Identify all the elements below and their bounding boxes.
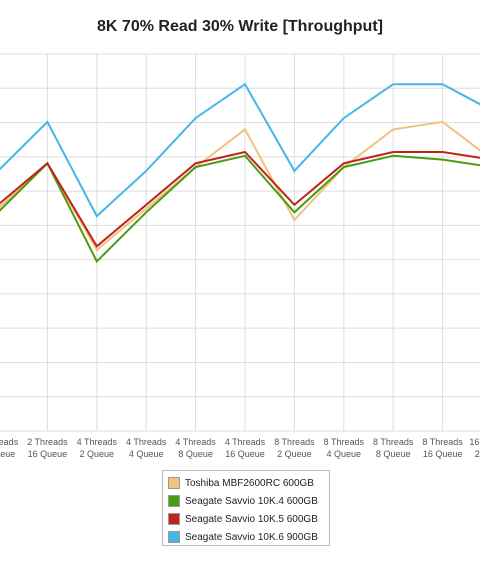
chart-title: 8K 70% Read 30% Write [Throughput] (97, 18, 383, 35)
x-tick-label: 4 Threads (126, 437, 167, 447)
legend-item: Toshiba MBF2600RC 600GB (168, 474, 324, 492)
x-tick-label: 16 Threads (469, 437, 480, 447)
x-tick-label: 8 Queue (376, 449, 411, 459)
x-tick-label: 16 Queue (28, 449, 68, 459)
x-tick-label: 4 Threads (77, 437, 118, 447)
legend-swatch (168, 477, 180, 489)
series-line (0, 82, 480, 218)
x-tick-label: 4 Threads (225, 437, 266, 447)
legend-item: Seagate Savvio 10K.5 600GB (168, 510, 324, 528)
x-tick-label: 4 Threads (175, 437, 216, 447)
x-tick-label: 8 Queue (0, 449, 15, 459)
x-tick-label: 2 Queue (475, 449, 480, 459)
x-tick-label: 8 Threads (324, 437, 365, 447)
legend-swatch (168, 513, 180, 525)
legend-item: Seagate Savvio 10K.6 900GB (168, 528, 324, 546)
legend-label: Toshiba MBF2600RC 600GB (185, 477, 314, 489)
x-tick-label: 2 Threads (27, 437, 68, 447)
x-tick-label: 2 Queue (80, 449, 115, 459)
chart-legend: Toshiba MBF2600RC 600GB Seagate Savvio 1… (162, 470, 330, 546)
legend-label: Seagate Savvio 10K.5 600GB (185, 513, 318, 525)
series-line (0, 150, 480, 248)
x-tick-label: 2 Queue (277, 449, 312, 459)
x-tick-label: 16 Queue (225, 449, 265, 459)
series-line (0, 120, 480, 252)
x-tick-label: 16 Queue (423, 449, 463, 459)
legend-item: Seagate Savvio 10K.4 600GB (168, 492, 324, 510)
legend-swatch (168, 531, 180, 543)
x-tick-label: 2 Threads (0, 437, 19, 447)
legend-swatch (168, 495, 180, 507)
series-line (0, 154, 480, 264)
x-tick-label: 8 Threads (274, 437, 315, 447)
x-tick-label: 8 Threads (373, 437, 414, 447)
x-tick-label: 4 Queue (327, 449, 362, 459)
x-tick-label: 4 Queue (129, 449, 164, 459)
x-tick-label: 8 Queue (178, 449, 213, 459)
legend-label: Seagate Savvio 10K.4 600GB (185, 495, 318, 507)
legend-label: Seagate Savvio 10K.6 900GB (185, 531, 318, 543)
x-tick-label: 8 Threads (422, 437, 463, 447)
